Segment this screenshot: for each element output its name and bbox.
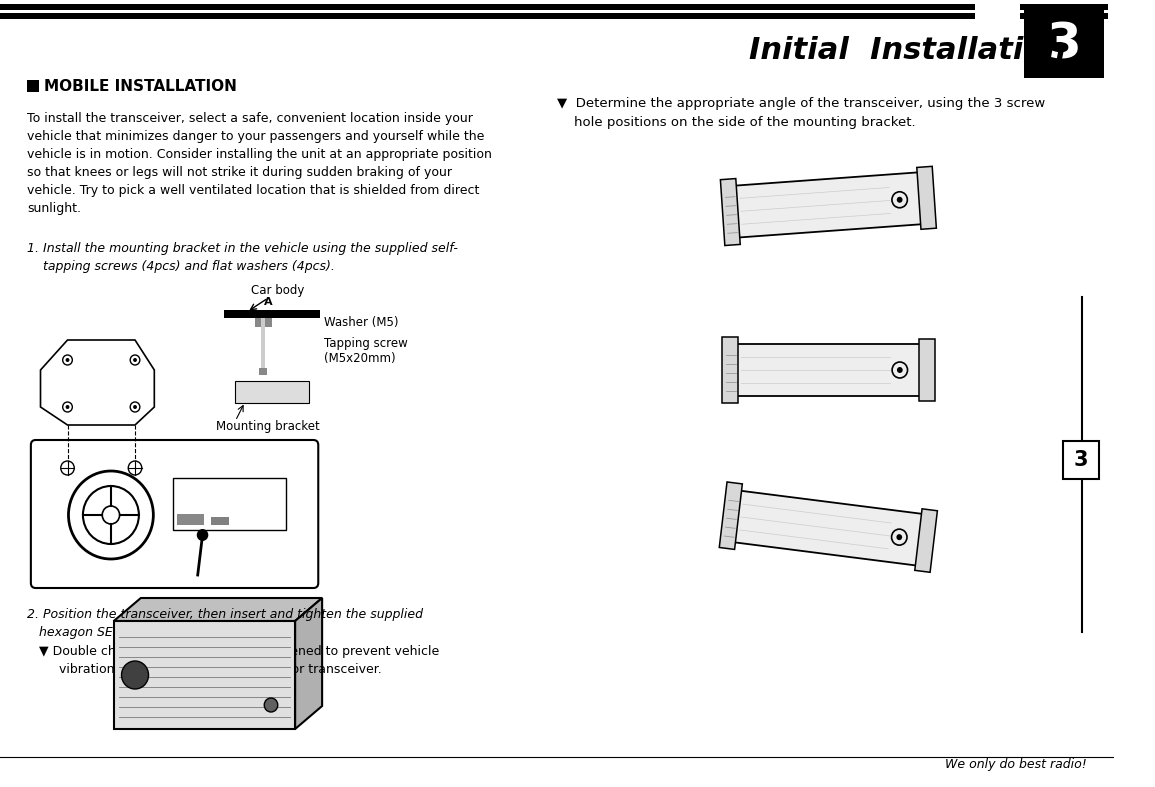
Bar [224, 310, 320, 318]
Bar [1020, 4, 1108, 10]
Circle shape [121, 661, 149, 689]
Text: ▼  Determine the appropriate angle of the transceiver, using the 3 screw
    hol: ▼ Determine the appropriate angle of the… [558, 97, 1045, 129]
Bar [0, 4, 975, 10]
Circle shape [133, 358, 137, 362]
Polygon shape [919, 339, 934, 401]
Polygon shape [296, 598, 322, 729]
Circle shape [66, 358, 69, 362]
Polygon shape [722, 337, 738, 403]
Bar [1020, 13, 1108, 19]
Polygon shape [721, 179, 740, 246]
Text: 1. Install the mounting bracket in the vehicle using the supplied self-
    tapp: 1. Install the mounting bracket in the v… [27, 242, 457, 273]
Circle shape [133, 405, 137, 409]
Polygon shape [917, 166, 937, 229]
Circle shape [196, 529, 208, 541]
Text: Washer (M5): Washer (M5) [325, 316, 398, 328]
Text: 3: 3 [1046, 20, 1081, 68]
Circle shape [66, 405, 69, 409]
Circle shape [896, 534, 902, 540]
Text: 3: 3 [1074, 450, 1088, 470]
Text: We only do best radio!: We only do best radio! [945, 758, 1087, 771]
Bar [211, 517, 229, 525]
Polygon shape [114, 598, 322, 621]
Polygon shape [720, 482, 743, 549]
Text: A: A [263, 297, 273, 307]
Bar [1024, 10, 1104, 78]
Text: Initial  Installation: Initial Installation [750, 35, 1066, 65]
Bar [114, 621, 296, 729]
Bar [236, 381, 308, 403]
Text: Car body: Car body [251, 283, 304, 297]
Bar [0, 13, 975, 19]
Bar [261, 318, 266, 370]
Circle shape [896, 197, 902, 203]
Polygon shape [915, 509, 938, 572]
Polygon shape [724, 490, 931, 567]
Polygon shape [724, 172, 930, 238]
Bar [27, 80, 38, 92]
Text: Mounting bracket: Mounting bracket [216, 419, 320, 433]
Text: Tapping screw
(M5x20mm): Tapping screw (M5x20mm) [325, 337, 408, 365]
Bar [178, 514, 204, 525]
Text: 2. Position the transceiver, then insert and tighten the supplied
   hexagon SEM: 2. Position the transceiver, then insert… [27, 608, 423, 639]
Bar [260, 368, 267, 375]
Text: ▼ Double check that all screws are tightened to prevent vehicle
     vibration f: ▼ Double check that all screws are tight… [38, 645, 439, 676]
Circle shape [264, 698, 277, 712]
Bar [172, 478, 286, 530]
Polygon shape [726, 344, 929, 396]
Bar [1063, 441, 1100, 479]
Text: MOBILE INSTALLATION: MOBILE INSTALLATION [44, 79, 237, 94]
Text: To install the transceiver, select a safe, convenient location inside your
vehic: To install the transceiver, select a saf… [27, 112, 492, 215]
Circle shape [897, 367, 903, 373]
Bar [254, 318, 271, 327]
